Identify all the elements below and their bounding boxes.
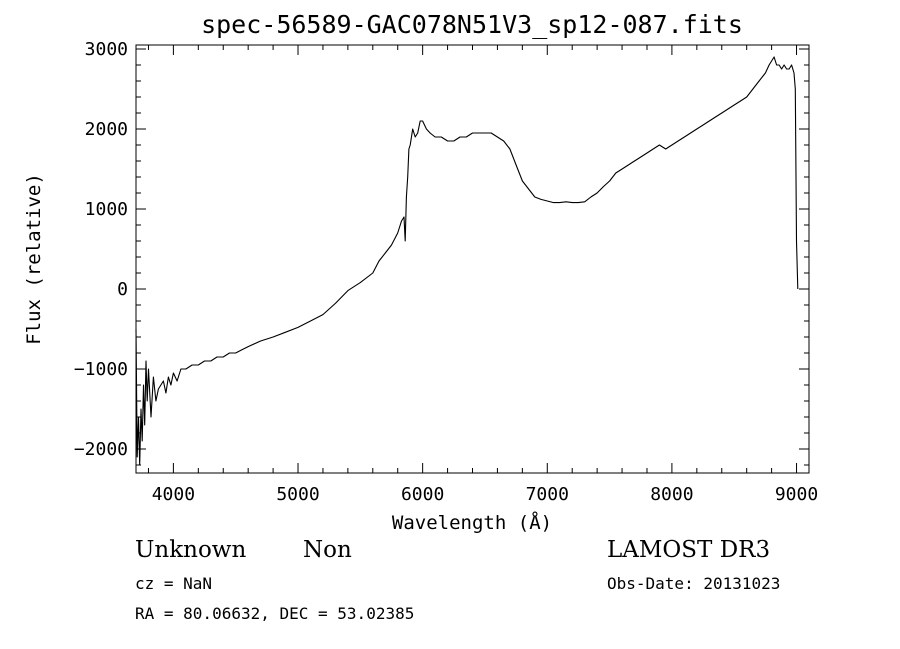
x-tick-label: 9000 — [775, 484, 818, 505]
object-subclass-label: Non — [303, 537, 352, 563]
y-tick-label: 1000 — [85, 199, 128, 220]
x-tick-label: 8000 — [650, 484, 693, 505]
redshift-label: cz = NaN — [135, 574, 213, 593]
plot-frame — [135, 44, 810, 474]
x-axis-label: Wavelength (Å) — [392, 511, 552, 534]
x-tick-label: 6000 — [401, 484, 444, 505]
survey-label: LAMOST DR3 — [607, 537, 771, 563]
object-class-label: Unknown — [135, 537, 247, 563]
x-axis: 4000 5000 6000 7000 8000 9000 — [147, 45, 818, 505]
y-tick-label: 0 — [117, 279, 128, 300]
chart-title: spec-56589-GAC078N51V3_sp12-087.fits — [201, 10, 743, 39]
y-axis-label: Flux (relative) — [23, 173, 45, 345]
x-tick-label: 5000 — [276, 484, 319, 505]
spectrum-line — [135, 56, 799, 466]
y-tick-label: −1000 — [74, 359, 128, 380]
y-tick-label: 3000 — [85, 39, 128, 60]
coordinates-label: RA = 80.06632, DEC = 53.02385 — [135, 604, 415, 623]
y-tick-label: −2000 — [74, 439, 128, 460]
x-tick-label: 4000 — [152, 484, 195, 505]
y-axis: −2000 −1000 0 1000 2000 3000 — [74, 39, 809, 466]
x-tick-label: 7000 — [526, 484, 569, 505]
y-tick-label: 2000 — [85, 119, 128, 140]
obs-date-label: Obs-Date: 20131023 — [607, 574, 781, 593]
